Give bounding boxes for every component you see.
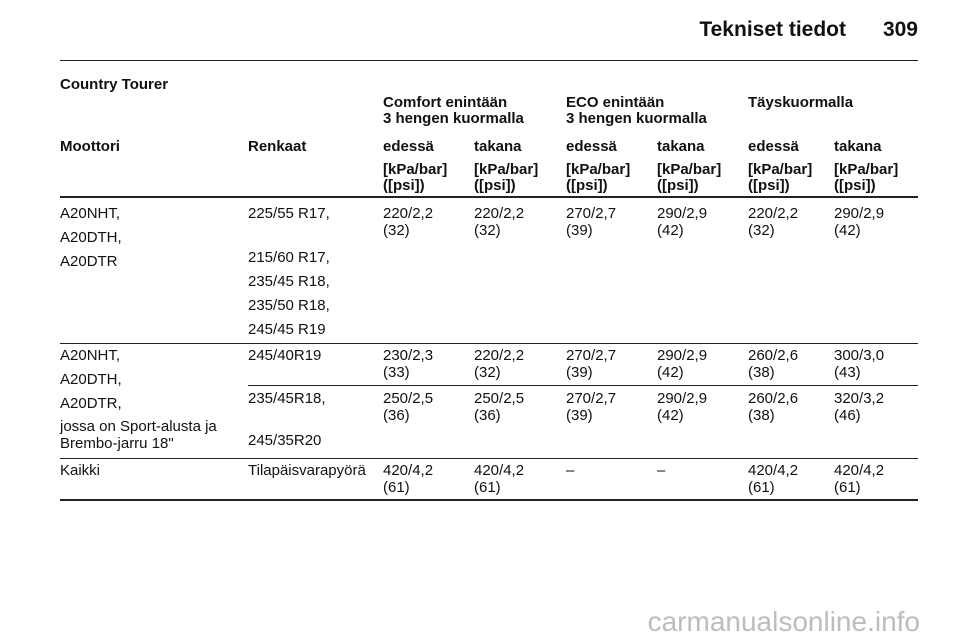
tyre: 245/35R20: [248, 432, 322, 449]
section-title: Country Tourer: [60, 76, 169, 93]
rule: [60, 196, 918, 198]
pressure: 420/4,2 (61): [383, 462, 434, 496]
pressure: 420/4,2 (61): [748, 462, 799, 496]
engine: Kaikki: [60, 462, 101, 479]
pressure: 320/3,2 (46): [834, 390, 885, 424]
tyre: 225/55 R17,: [248, 205, 330, 222]
tyre: 245/40R19: [248, 347, 322, 364]
pressure: 260/2,6 (38): [748, 390, 799, 424]
pressure: –: [566, 462, 575, 479]
pressure: 250/2,5 (36): [383, 390, 434, 424]
column-header: Moottori: [60, 138, 120, 155]
unit-header: [kPa/bar] ([psi]): [748, 161, 813, 194]
pressure: 290/2,9 (42): [657, 205, 708, 239]
group-header: Täyskuormalla: [748, 94, 854, 111]
engine: A20NHT,: [60, 347, 121, 364]
unit-header: [kPa/bar] ([psi]): [657, 161, 722, 194]
rule: [60, 499, 918, 501]
pressure: 220/2,2 (32): [383, 205, 434, 239]
pressure: 420/4,2 (61): [834, 462, 885, 496]
column-header: takana: [834, 138, 882, 155]
tyre: 235/50 R18,: [248, 297, 330, 314]
engine: A20NHT,: [60, 205, 121, 222]
watermark: carmanualsonline.info: [647, 606, 920, 637]
pressure: 270/2,7 (39): [566, 347, 617, 381]
pressure: 230/2,3 (33): [383, 347, 434, 381]
pressure: 270/2,7 (39): [566, 205, 617, 239]
page-title: Tekniset tiedot: [699, 18, 846, 41]
pressure: 220/2,2 (32): [748, 205, 799, 239]
engine: A20DTH,: [60, 229, 122, 246]
tyre: 235/45R18,: [248, 390, 326, 407]
tyre: Tilapäisvarapyörä: [248, 462, 366, 479]
tyre: 235/45 R18,: [248, 273, 330, 290]
pressure: 220/2,2 (32): [474, 205, 525, 239]
page-number: 309: [882, 18, 918, 41]
pressure: 290/2,9 (42): [834, 205, 885, 239]
engine: jossa on Sport-alusta ja Brembo-jarru 18…: [60, 418, 217, 452]
pressure: 290/2,9 (42): [657, 347, 708, 381]
unit-header: [kPa/bar] ([psi]): [383, 161, 448, 194]
pressure: 270/2,7 (39): [566, 390, 617, 424]
column-header: takana: [474, 138, 522, 155]
rule: [60, 343, 918, 344]
engine: A20DTH,: [60, 371, 122, 388]
column-header: edessä: [566, 138, 617, 155]
unit-header: [kPa/bar] ([psi]): [474, 161, 539, 194]
group-header: ECO enintään 3 hengen kuormalla: [566, 94, 707, 127]
pressure: 250/2,5 (36): [474, 390, 525, 424]
pressure: 290/2,9 (42): [657, 390, 708, 424]
unit-header: [kPa/bar] ([psi]): [834, 161, 899, 194]
tyre: 215/60 R17,: [248, 249, 330, 266]
group-header: Comfort enintään 3 hengen kuormalla: [383, 94, 524, 127]
pressure: 300/3,0 (43): [834, 347, 885, 381]
pressure: 220/2,2 (32): [474, 347, 525, 381]
engine: A20DTR: [60, 253, 118, 270]
column-header: takana: [657, 138, 705, 155]
rule: [60, 60, 918, 61]
column-header: edessä: [748, 138, 799, 155]
engine: A20DTR,: [60, 395, 122, 412]
rule: [60, 458, 918, 459]
pressure: –: [657, 462, 666, 479]
column-header: edessä: [383, 138, 434, 155]
pressure: 420/4,2 (61): [474, 462, 525, 496]
tyre: 245/45 R19: [248, 321, 326, 338]
unit-header: [kPa/bar] ([psi]): [566, 161, 631, 194]
pressure: 260/2,6 (38): [748, 347, 799, 381]
rule: [248, 385, 918, 386]
column-header: Renkaat: [248, 138, 307, 155]
